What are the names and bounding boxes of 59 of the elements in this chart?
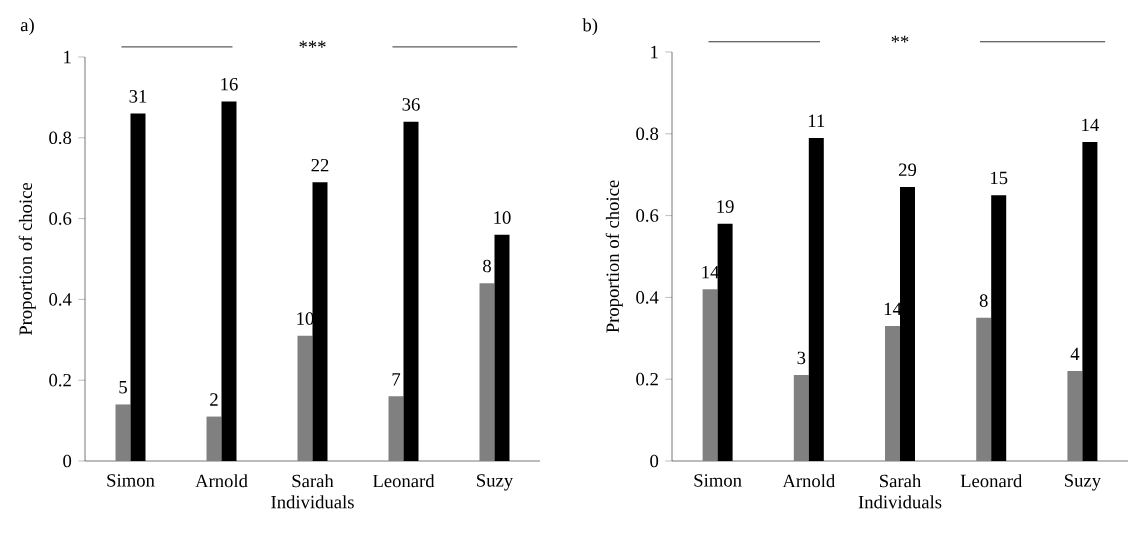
bar: [297, 335, 313, 461]
y-tick-label: 0.2: [636, 372, 658, 386]
annotation: 8: [979, 294, 988, 307]
annotation: 2: [210, 393, 218, 406]
text: **: [891, 35, 909, 43]
annotation: 3: [797, 351, 806, 365]
bar: [388, 396, 404, 461]
bar: [885, 326, 901, 461]
y-tick-label: 0.4: [636, 291, 659, 304]
y-axis-title: Proportion of choice: [18, 182, 36, 336]
y-tick-label: 0: [650, 454, 659, 468]
y-axis-title: Proportion of choice: [605, 180, 623, 333]
x-tick-label: Leonard: [960, 474, 1023, 488]
x-tick-label: Arnold: [782, 474, 836, 488]
y-tick-label: 0.8: [636, 127, 659, 141]
annotation: 22: [311, 158, 329, 172]
text: a): [20, 18, 34, 35]
x-tick-label: Simon: [694, 474, 742, 487]
bar: [976, 317, 992, 461]
annotation: 14: [702, 265, 720, 279]
x-tick-label: Leonard: [372, 474, 435, 488]
annotation: 10: [494, 211, 511, 224]
annotation: 36: [402, 98, 420, 111]
y-tick-label: 0.2: [49, 373, 71, 387]
bar: [702, 289, 718, 461]
annotation: 11: [808, 114, 825, 127]
bar: [793, 375, 809, 461]
annotation: 16: [221, 77, 238, 91]
annotation: 4: [1070, 347, 1080, 361]
x-axis-title: Individuals: [271, 495, 354, 509]
text: ***: [299, 40, 326, 48]
y-tick-label: 0.6: [49, 212, 72, 225]
annotation: 5: [119, 381, 127, 394]
text: b): [582, 18, 598, 36]
x-tick-label: Suzy: [477, 474, 514, 491]
annotation: 8: [483, 259, 491, 273]
annotation: 14: [884, 302, 902, 316]
y-tick-label: 0.6: [636, 209, 659, 222]
annotation: 15: [990, 171, 1008, 185]
annotation: 31: [129, 90, 147, 103]
x-tick-label: Sarah: [292, 474, 334, 488]
bar: [206, 416, 222, 461]
y-tick-label: 1: [64, 50, 71, 64]
annotation: 14: [1082, 118, 1099, 132]
x-tick-label: Simon: [107, 474, 155, 487]
bar: [479, 283, 495, 461]
bar: [1067, 371, 1083, 461]
annotation: 7: [392, 373, 401, 386]
annotation: 29: [898, 163, 917, 177]
x-tick-label: Suzy: [1064, 474, 1101, 491]
x-axis-title: Individuals: [858, 495, 942, 509]
y-tick-label: 0: [63, 454, 72, 468]
x-tick-label: Arnold: [195, 474, 248, 488]
annotation: 19: [717, 200, 734, 213]
bar: [115, 404, 131, 461]
y-tick-label: 0.8: [49, 131, 72, 145]
x-tick-label: Sarah: [880, 474, 922, 488]
y-tick-label: 0.4: [49, 293, 72, 306]
y-tick-label: 1: [651, 45, 658, 59]
